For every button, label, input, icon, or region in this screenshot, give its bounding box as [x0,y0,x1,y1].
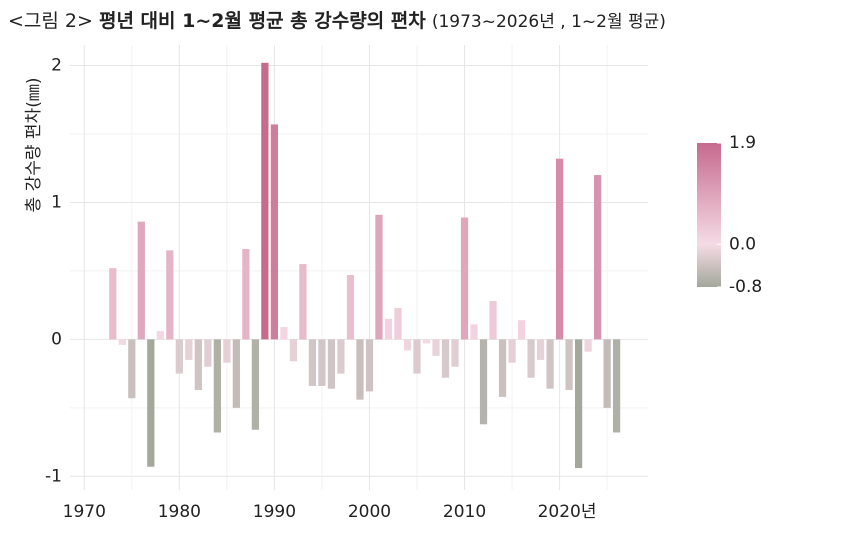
bar [346,275,355,340]
x-tick-label: 1990 [253,502,296,522]
bar [356,339,364,400]
bar [299,264,307,340]
bar [175,339,183,374]
bar [413,339,421,374]
bar [441,339,450,378]
bar [460,217,469,340]
figure-label: <그림 2> [8,10,93,32]
bar [603,339,611,408]
bar [128,339,136,399]
bar [232,339,240,408]
bar [517,320,526,340]
colorbar [697,143,721,287]
y-tick-label: 1 [51,192,62,212]
bar [451,339,459,367]
bar [470,324,478,340]
bar [536,339,545,360]
bar [147,339,155,467]
y-axis-label: 총 강수량 편차(㎜) [24,78,44,213]
chart-subtitle: (1973~2026년 , 1~2월 평균) [431,12,666,32]
y-tick-label: 2 [51,56,62,76]
bar [204,339,212,367]
bar [555,158,564,340]
colorbar-label: 1.9 [729,133,756,153]
y-tick-label: 0 [51,329,62,349]
bar [109,268,117,340]
bar [327,339,336,389]
bar [565,339,573,391]
bar [185,339,193,360]
x-tick-label: 1970 [63,502,106,522]
bar [584,339,592,352]
bar [166,250,174,340]
bar [613,339,621,433]
bar [280,327,288,340]
bar [403,339,412,351]
bar [308,339,317,386]
bar [479,339,488,425]
colorbar-label: 0.0 [729,234,756,254]
bar [242,249,250,340]
chart-title: 평년 대비 1~2월 평균 총 강수량의 편차 [98,10,426,32]
bar [508,339,516,363]
x-tick-label: 2020년 [538,502,597,522]
bar [223,339,231,363]
bar [137,221,145,340]
bar [365,339,374,392]
x-tick-label: 2000 [348,502,391,522]
bar [546,339,554,389]
bar [422,339,431,344]
bar [318,339,326,386]
bar [194,339,202,391]
x-tick-label: 1980 [158,502,201,522]
bar [527,339,535,378]
bar [574,339,583,469]
x-tick-label: 2010 [443,502,486,522]
bar [337,339,345,374]
bar [251,339,259,430]
colorbar-label: -0.8 [729,277,762,297]
bar [156,331,164,340]
bar [594,175,602,340]
bar [489,301,497,340]
bar [394,307,402,340]
bar [213,339,221,433]
bar [384,318,393,340]
bar [375,214,383,340]
bar [270,124,279,340]
title-block: <그림 2> 평년 대비 1~2월 평균 총 강수량의 편차 (1973~202… [8,6,666,33]
y-tick-label: -1 [45,466,62,486]
bar [118,339,126,345]
bar [289,339,298,362]
bar [498,339,507,397]
bar [261,62,269,340]
bar [432,339,440,356]
